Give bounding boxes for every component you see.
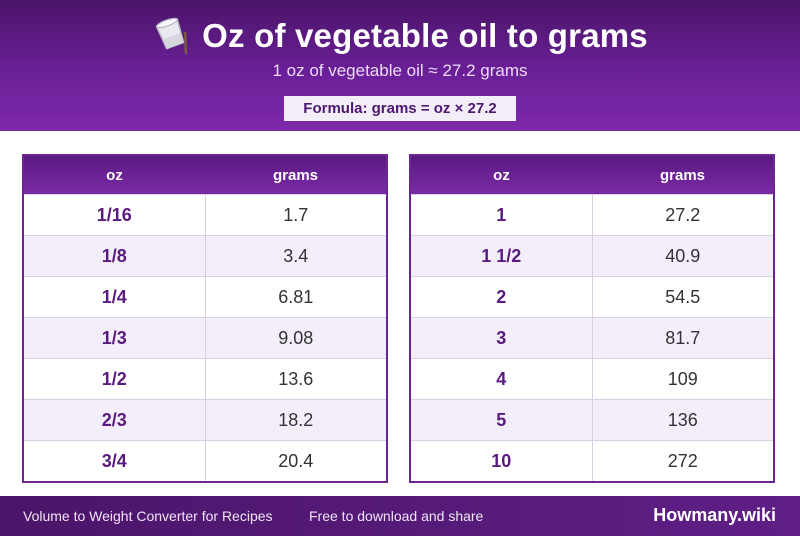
pouring-cup-icon: [155, 17, 188, 55]
page-title: Oz of vegetable oil to grams: [202, 17, 648, 54]
table-row: 1/3 9.08: [24, 317, 386, 358]
grams-cell: 6.81: [278, 286, 314, 307]
oz-cell: 3/4: [24, 441, 206, 481]
table-row: 1/16 1.7: [24, 194, 386, 235]
oz-cell: 2: [411, 277, 593, 317]
oz-cell: 3: [411, 318, 593, 358]
grams-cell: 40.9: [665, 245, 701, 266]
footer-bar: Volume to Weight Converter for Recipes F…: [0, 496, 800, 536]
table-row: 3/4 20.4: [24, 440, 386, 481]
oz-cell: 1/8: [24, 236, 206, 276]
grams-cell: 109: [667, 368, 698, 389]
oz-cell: 1/16: [24, 195, 206, 235]
grams-cell: 136: [667, 409, 698, 430]
oz-cell: 1/3: [24, 318, 206, 358]
grams-cell: 27.2: [665, 204, 701, 225]
column-header-oz: oz: [493, 166, 510, 184]
oz-cell: 10: [411, 441, 593, 481]
table-row: 10 272: [411, 440, 773, 481]
title-row: Oz of vegetable oil to grams: [0, 14, 800, 58]
oz-cell: 4: [411, 359, 593, 399]
table-row: 1/2 13.6: [24, 358, 386, 399]
page-subtitle: 1 oz of vegetable oil ≈ 27.2 grams: [272, 61, 528, 80]
conversion-table-left: oz grams 1/16 1.7 1/8 3.4 1/4 6.81 1/3 9…: [22, 154, 388, 483]
grams-cell: 18.2: [278, 409, 314, 430]
column-header-grams: grams: [659, 166, 706, 184]
table-row: 2/3 18.2: [24, 399, 386, 440]
grams-cell: 81.7: [665, 327, 701, 348]
oz-cell: 1/2: [24, 359, 206, 399]
oz-cell: 2/3: [24, 400, 206, 440]
grams-cell: 1.7: [283, 204, 309, 225]
table-row: 2 54.5: [411, 276, 773, 317]
column-header-grams: grams: [272, 166, 319, 184]
footer-left-text: Volume to Weight Converter for Recipes: [23, 508, 273, 524]
table-row: 3 81.7: [411, 317, 773, 358]
column-header-oz: oz: [106, 166, 123, 184]
oz-cell: 1/4: [24, 277, 206, 317]
table-header: oz grams: [24, 156, 386, 194]
table-row: 5 136: [411, 399, 773, 440]
table-row: 1/8 3.4: [24, 235, 386, 276]
oz-cell: 1 1/2: [411, 236, 593, 276]
oz-cell: 5: [411, 400, 593, 440]
oz-cell: 1: [411, 195, 593, 235]
table-header: oz grams: [411, 156, 773, 194]
formula-badge: Formula: grams = oz × 27.2: [284, 96, 516, 121]
table-row: 4 109: [411, 358, 773, 399]
grams-cell: 13.6: [278, 368, 314, 389]
table-row: 1/4 6.81: [24, 276, 386, 317]
conversion-table-right: oz grams 1 27.2 1 1/2 40.9 2 54.5 3 81.7…: [409, 154, 775, 483]
grams-cell: 272: [667, 450, 698, 471]
table-row: 1 27.2: [411, 194, 773, 235]
header-banner: Oz of vegetable oil to grams 1 oz of veg…: [0, 0, 800, 131]
brand-link[interactable]: Howmany.wiki: [653, 505, 776, 525]
grams-cell: 9.08: [278, 327, 314, 348]
grams-cell: 20.4: [278, 450, 314, 471]
grams-cell: 3.4: [283, 245, 309, 266]
grams-cell: 54.5: [665, 286, 701, 307]
footer-middle-text: Free to download and share: [309, 508, 484, 524]
table-row: 1 1/2 40.9: [411, 235, 773, 276]
